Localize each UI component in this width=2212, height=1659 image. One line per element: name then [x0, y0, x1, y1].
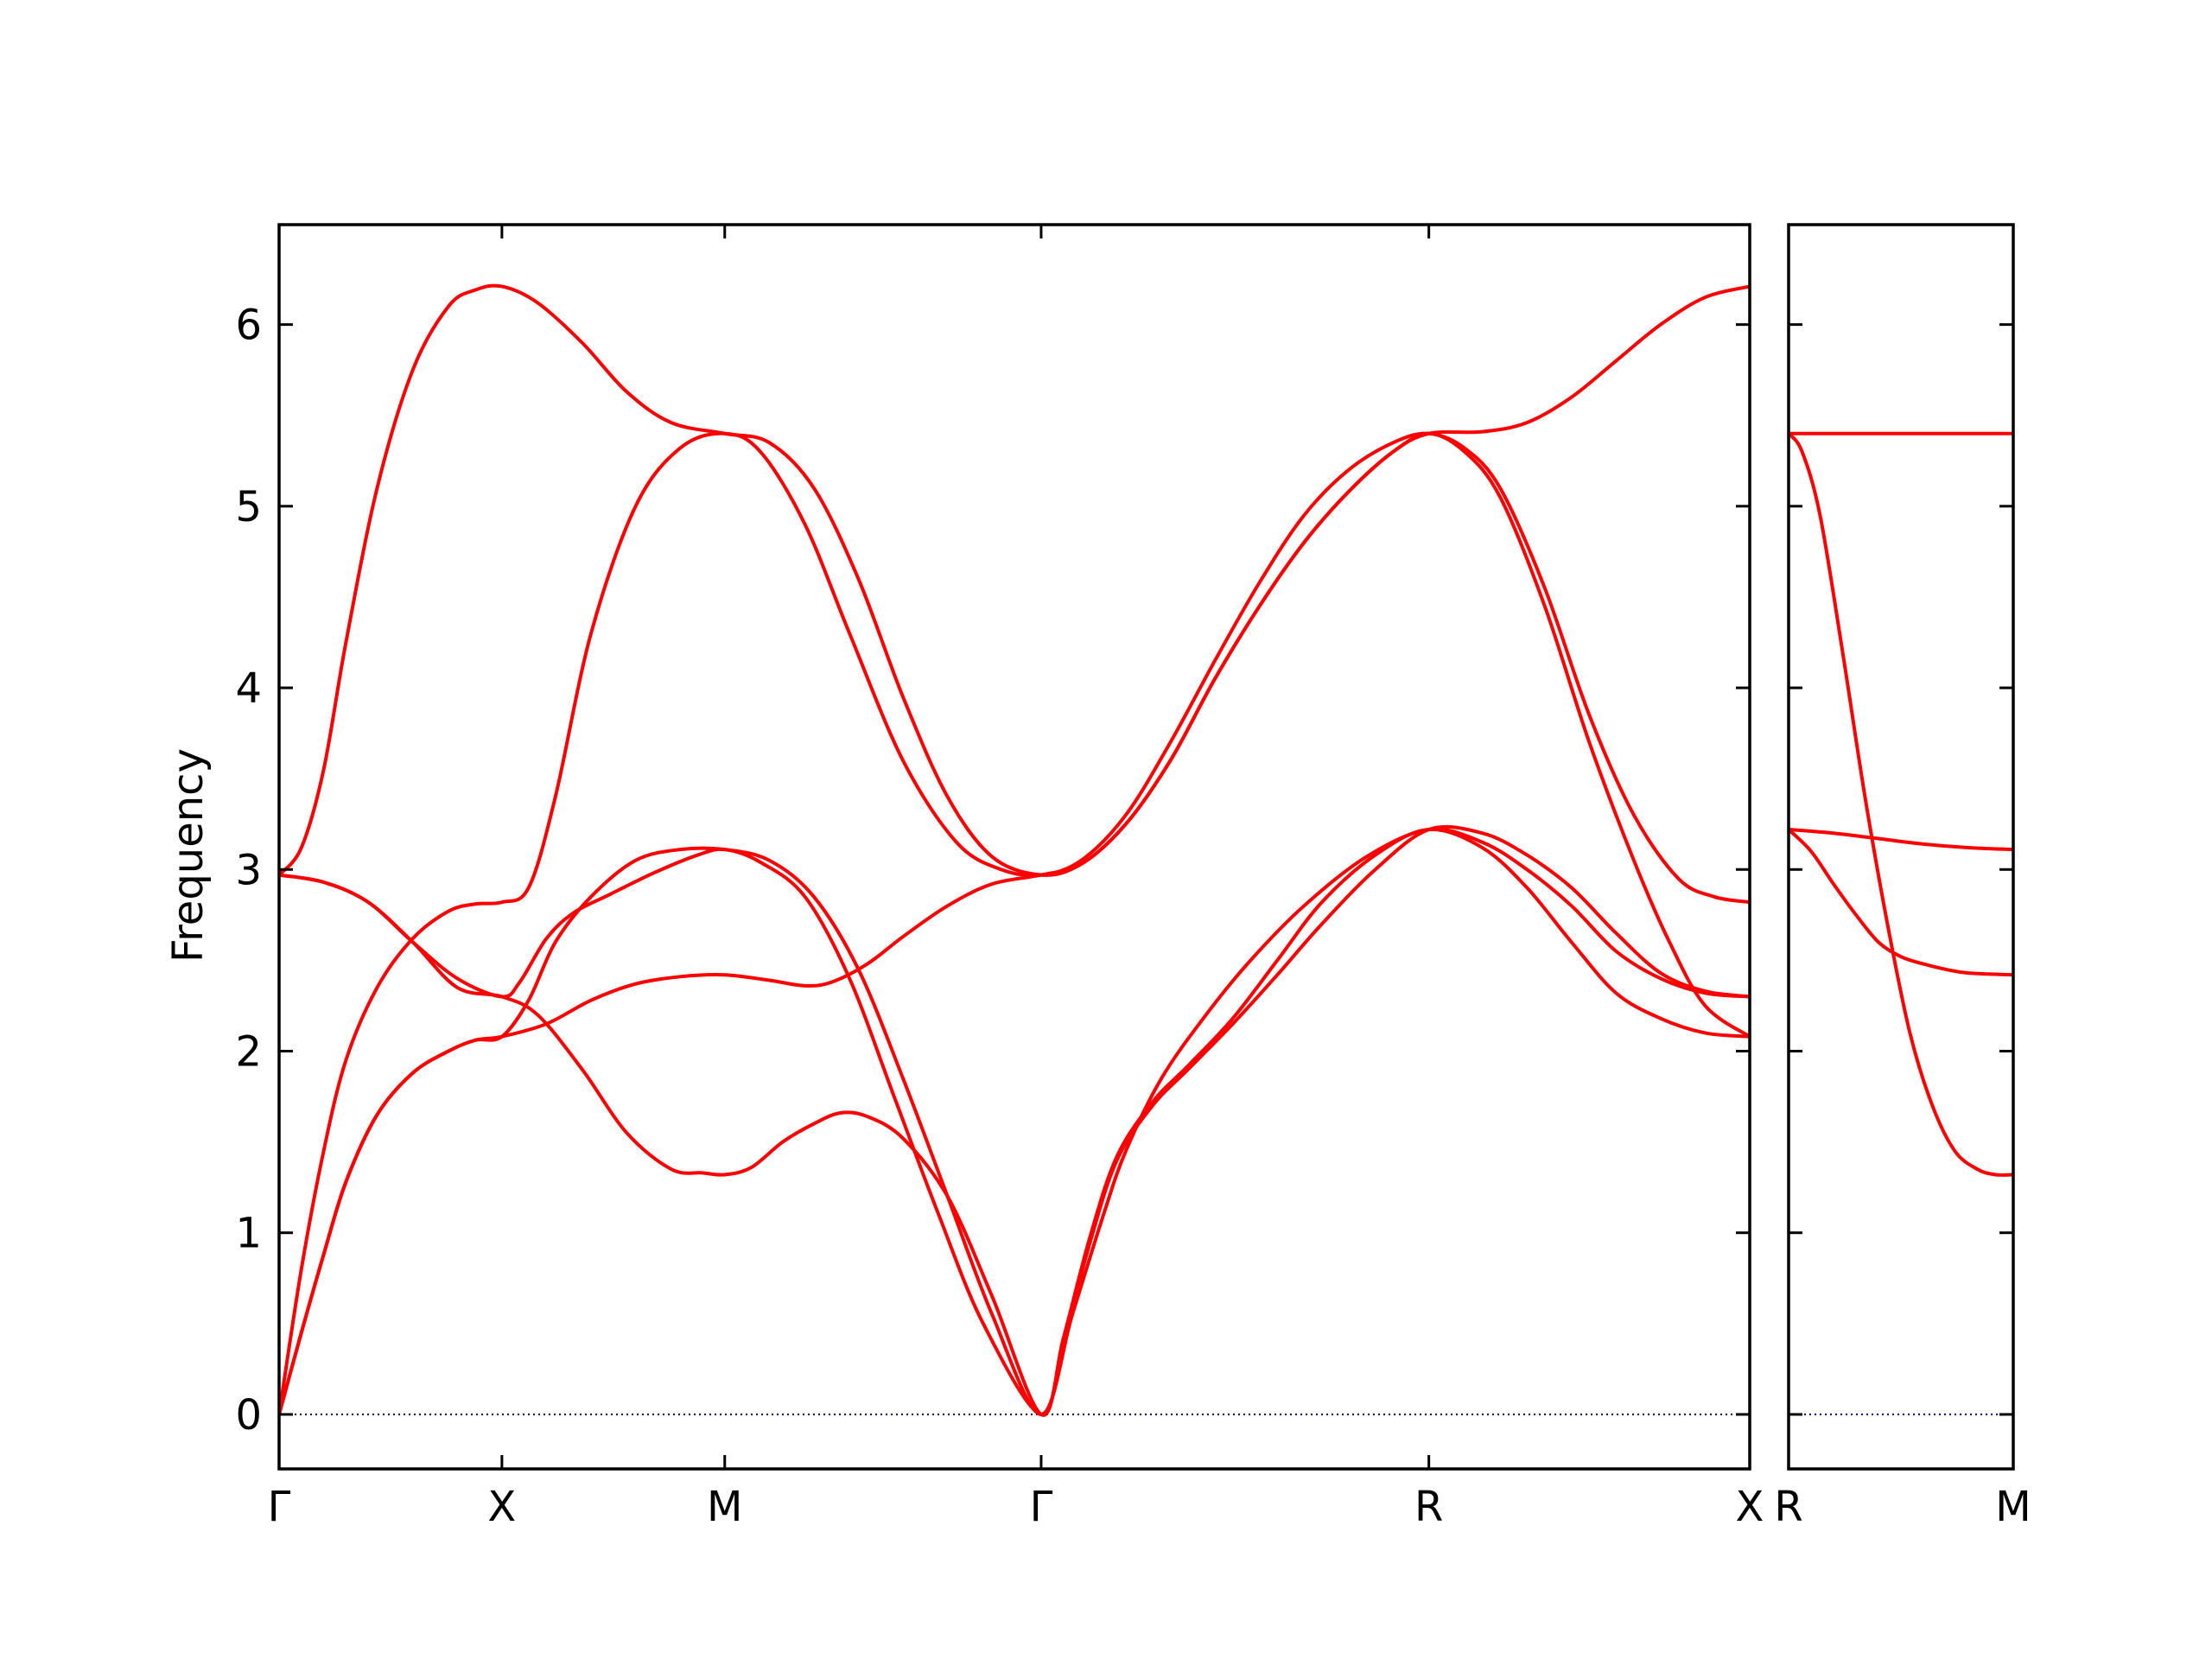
x-tick-label: X [1736, 1483, 1764, 1531]
x-tick-label: M [1995, 1483, 2031, 1531]
x-tick-label: M [707, 1483, 742, 1531]
band-5 [279, 828, 1750, 1416]
y-tick-label: 1 [235, 1210, 262, 1258]
y-tick-label: 0 [235, 1391, 262, 1440]
band-6 [279, 431, 1750, 1416]
band-3 [1789, 828, 2013, 852]
band-2 [279, 431, 1750, 1416]
panel-frame [277, 223, 1751, 1471]
band-1 [279, 283, 1750, 877]
y-tick-label: 5 [235, 483, 262, 531]
band-4 [279, 824, 1750, 1417]
y-tick-label: 2 [235, 1027, 262, 1076]
x-tick-label: X [487, 1483, 516, 1531]
y-tick-label: 4 [235, 664, 262, 713]
x-tick-label: Γ [1030, 1483, 1053, 1531]
band-lines [279, 283, 1750, 1417]
panel-frame [1787, 223, 2015, 1471]
band-2 [1789, 431, 2013, 1177]
panel-1: 0 1 2 3 4 5 6 Γ X M Γ R X [235, 223, 1764, 1531]
band-4 [1789, 828, 2013, 977]
y-tick-label: 6 [235, 302, 262, 350]
band-lines [1789, 431, 2013, 1177]
y-axis-label: Frequency [164, 748, 213, 963]
x-tick-label: R [1414, 1483, 1443, 1531]
x-tick-label: Γ [268, 1483, 291, 1531]
y-tick-label: 3 [235, 846, 262, 894]
band-3 [279, 827, 1750, 1416]
x-tick-label: R [1774, 1483, 1802, 1531]
